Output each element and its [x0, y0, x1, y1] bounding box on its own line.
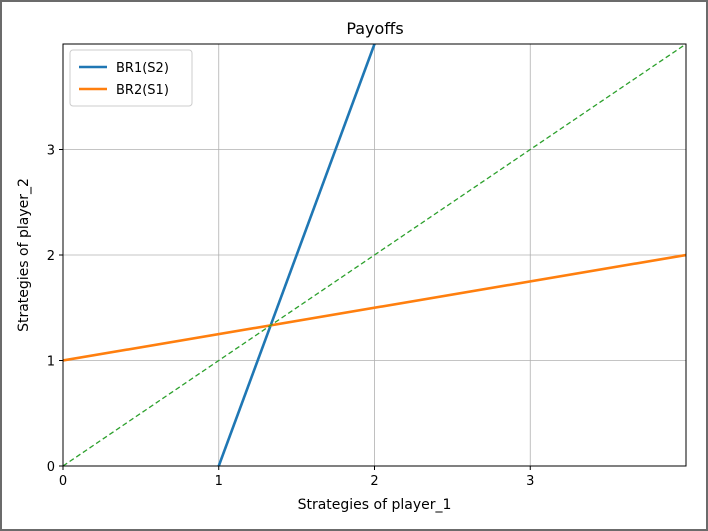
chart-title: Payoffs — [346, 19, 403, 38]
x-tick-label-2: 2 — [370, 474, 378, 489]
x-tick-label-1: 1 — [215, 474, 223, 489]
x-tick-label-3: 3 — [526, 474, 534, 489]
legend-entry-0: BR1(S2) — [116, 61, 169, 76]
x-axis-label: Strategies of player_1 — [298, 497, 452, 513]
x-tick-label-0: 0 — [59, 474, 67, 489]
y-tick-label-0: 0 — [47, 460, 55, 475]
y-axis-label: Strategies of player_2 — [16, 178, 32, 332]
series-lines — [63, 44, 686, 466]
y-tick-label-1: 1 — [47, 355, 55, 370]
series-line-1 — [63, 253, 686, 362]
series-line-0 — [217, 44, 376, 466]
legend: BR1(S2) BR2(S1) — [69, 49, 193, 107]
legend-box — [69, 49, 193, 107]
legend-entry-1: BR2(S1) — [116, 83, 169, 98]
series-line-2 — [63, 44, 686, 466]
axis-ticks: 0 1 2 3 0 1 2 3 — [47, 144, 535, 490]
y-tick-label-2: 2 — [47, 249, 55, 264]
y-tick-label-3: 3 — [47, 144, 55, 159]
